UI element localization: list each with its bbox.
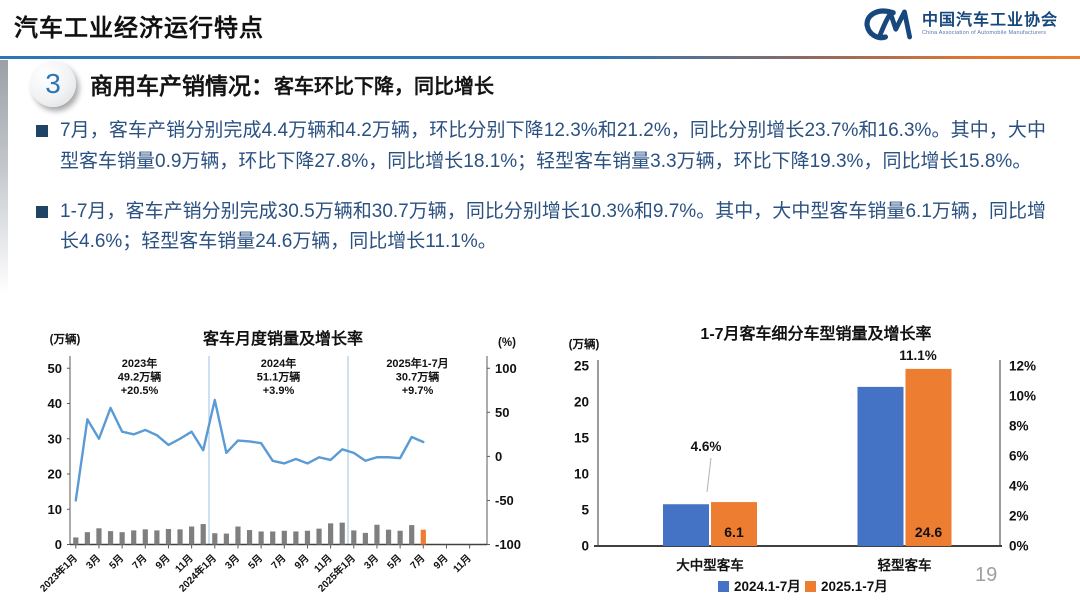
- svg-text:大中型客车: 大中型客车: [676, 557, 744, 573]
- svg-text:2%: 2%: [1009, 509, 1029, 524]
- svg-text:30: 30: [48, 431, 62, 446]
- chart-title: 1-7月客车细分车型销量及增长率: [700, 324, 931, 343]
- svg-text:100: 100: [495, 361, 517, 376]
- left-decor-strip: [0, 60, 8, 295]
- growth-annotations: 4.6% 11.1%: [691, 348, 937, 493]
- svg-text:7月: 7月: [130, 552, 149, 571]
- monthly-sales-bars: [73, 522, 426, 545]
- svg-text:24.6: 24.6: [915, 524, 942, 540]
- page-title: 汽车工业经济运行特点: [14, 15, 264, 42]
- svg-text:9月: 9月: [292, 552, 311, 571]
- svg-text:3月: 3月: [223, 552, 242, 571]
- growth-rate-line: [74, 398, 425, 502]
- svg-text:5月: 5月: [107, 552, 126, 571]
- section-subtitle: 客车环比下降，同比增长: [274, 75, 494, 98]
- svg-text:10%: 10%: [1009, 389, 1036, 404]
- chart-title: 客车月度销量及增长率: [203, 329, 363, 348]
- svg-text:40: 40: [48, 396, 62, 411]
- svg-text:9月: 9月: [431, 552, 450, 571]
- svg-text:4%: 4%: [1009, 479, 1029, 494]
- svg-text:0%: 0%: [1009, 539, 1029, 554]
- svg-text:5月: 5月: [246, 552, 265, 571]
- svg-text:2023年1月: 2023年1月: [37, 551, 80, 594]
- segment-bars: 6.1 大中型客车 24.6 轻型客车: [663, 368, 952, 573]
- svg-text:20: 20: [574, 395, 589, 410]
- svg-text:8%: 8%: [1009, 419, 1029, 434]
- bullet-list: 7月，客车产销分别完成4.4万辆和4.2万辆，环比分别下降12.3%和21.2%…: [36, 116, 1046, 277]
- svg-text:50: 50: [495, 405, 509, 420]
- svg-text:10: 10: [574, 467, 589, 482]
- monthly-sales-growth-chart: 客车月度销量及增长率 (万辆) (%) 2023年 49.2万辆+20.5% 2024年 5…: [37, 329, 521, 594]
- svg-text:2025.1-7月: 2025.1-7月: [821, 579, 888, 594]
- svg-text:6%: 6%: [1009, 449, 1029, 464]
- svg-text:5: 5: [581, 503, 589, 518]
- axes: 0 5 10 15 20 25 0% 2% 4% 6% 8% 10% 12%: [574, 359, 1036, 554]
- right-axis-unit: (%): [498, 337, 516, 349]
- svg-text:11月: 11月: [451, 552, 474, 575]
- bullet-item: 1-7月，客车产销分别完成30.5万辆和30.7万辆，同比分别增长10.3%和9…: [36, 197, 1046, 259]
- left-axis-unit: (万辆): [50, 332, 81, 346]
- svg-text:50: 50: [48, 361, 62, 376]
- section-number-badge: 3: [30, 61, 76, 107]
- axes: 0 10 20 30 40 50 -100 -50 0 50 100: [48, 356, 521, 552]
- svg-text:3月: 3月: [84, 552, 103, 571]
- org-name-cn: 中国汽车工业协会: [921, 12, 1058, 30]
- svg-text:12%: 12%: [1009, 359, 1036, 374]
- svg-text:11.1%: 11.1%: [899, 348, 937, 363]
- section-heading: 3 商用车产销情况： 客车环比下降，同比增长: [30, 61, 494, 107]
- svg-text:7月: 7月: [408, 552, 427, 571]
- bullet-square-icon: [36, 125, 48, 137]
- svg-text:2024.1-7月: 2024.1-7月: [734, 579, 801, 594]
- svg-text:6.1: 6.1: [724, 524, 744, 540]
- svg-text:-50: -50: [495, 493, 514, 508]
- section-title: 商用车产销情况：: [90, 73, 274, 99]
- org-logo: 中国汽车工业协会 China Association of Automobile…: [862, 6, 1058, 42]
- bullet-text-july: 7月，客车产销分别完成4.4万辆和4.2万辆，环比分别下降12.3%和21.2%…: [60, 120, 1046, 172]
- svg-text:15: 15: [574, 431, 590, 446]
- svg-text:9月: 9月: [153, 552, 172, 571]
- svg-text:7月: 7月: [269, 552, 288, 571]
- bullet-square-icon: [36, 205, 48, 218]
- svg-text:-100: -100: [495, 537, 521, 552]
- org-name: 中国汽车工业协会 China Association of Automobile…: [922, 12, 1058, 36]
- svg-text:0: 0: [581, 539, 589, 554]
- year-annotations: 2023年 49.2万辆+20.5% 2024年 51.1万辆+3.9% 2025年1-…: [118, 356, 449, 397]
- org-name-en: China Association of Automobile Manufact…: [921, 29, 1047, 36]
- legend: 2024.1-7月 2025.1-7月: [718, 579, 888, 594]
- svg-text:25: 25: [574, 359, 590, 374]
- header-underline: [0, 56, 1080, 59]
- svg-text:0: 0: [55, 537, 62, 552]
- page-number: 19: [975, 564, 998, 586]
- svg-text:20: 20: [48, 467, 62, 482]
- bullet-text-jan-july: 1-7月，客车产销分别完成30.5万辆和30.7万辆，同比分别增长10.3%和9…: [60, 200, 1046, 253]
- svg-text:0: 0: [495, 449, 502, 464]
- cam-logo-icon: [864, 8, 913, 41]
- svg-text:5月: 5月: [385, 552, 404, 571]
- segment-sales-growth-chart: 1-7月客车细分车型销量及增长率 (万辆) 0 5 10 15 20 25 0% 2% 4% 6% 8%…: [569, 324, 1036, 594]
- svg-text:10: 10: [48, 502, 62, 517]
- bullet-item: 7月，客车产销分别完成4.4万辆和4.2万辆，环比分别下降12.3%和21.2%…: [36, 116, 1046, 178]
- svg-text:3月: 3月: [362, 552, 381, 571]
- svg-text:轻型客车: 轻型客车: [878, 557, 932, 573]
- left-axis-unit: (万辆): [569, 337, 600, 351]
- svg-text:4.6%: 4.6%: [691, 439, 722, 454]
